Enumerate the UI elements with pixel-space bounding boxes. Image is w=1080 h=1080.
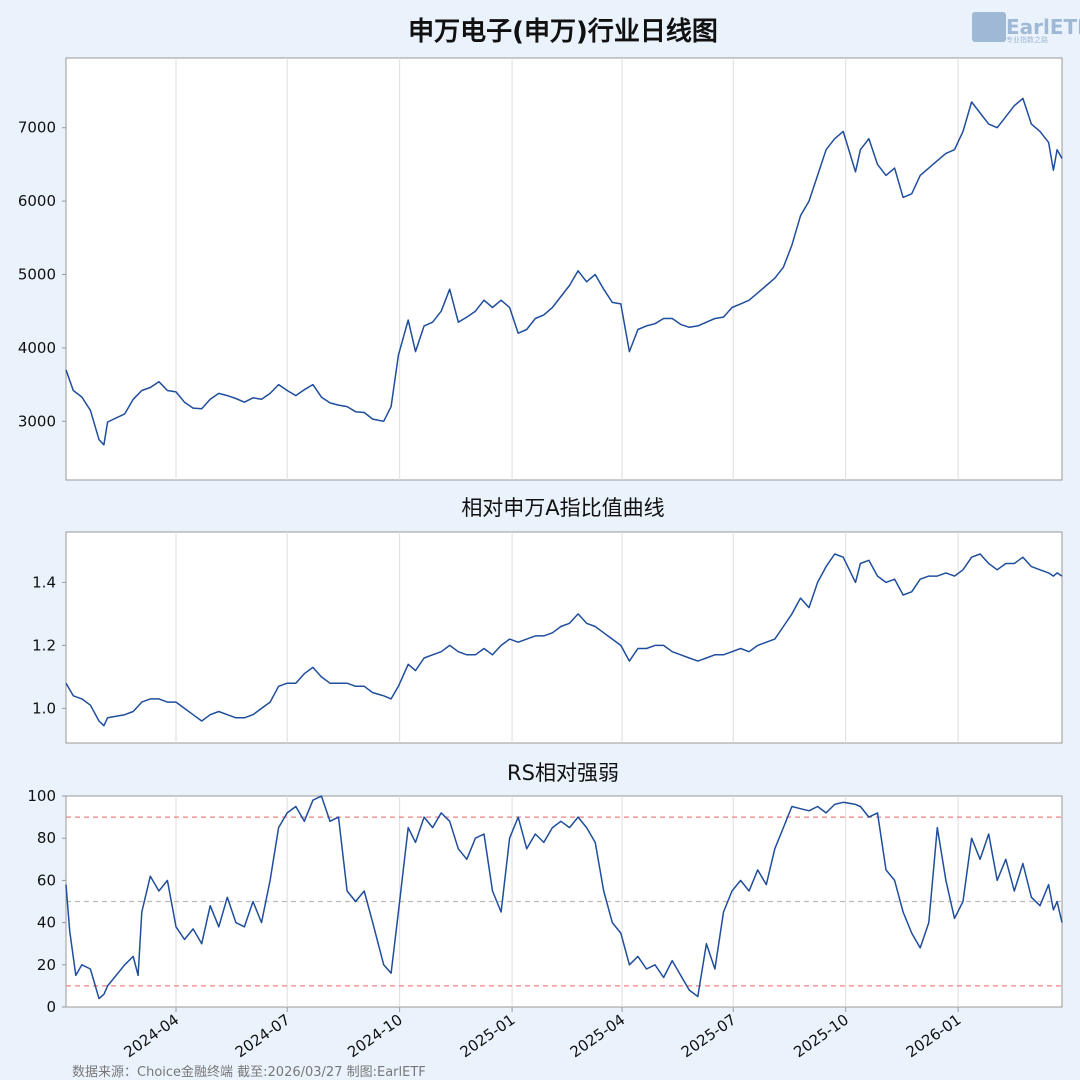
logo-text: EarlETF [1006, 15, 1080, 39]
y-tick-label: 1.0 [32, 699, 56, 717]
y-tick-label: 0 [46, 998, 56, 1016]
series-line [65, 553, 1063, 727]
y-tick-label: 100 [27, 787, 56, 805]
logo: EarlETF 专业指数之路 [972, 12, 1080, 44]
y-tick-label: 3000 [18, 412, 56, 430]
y-tick-label: 20 [37, 956, 56, 974]
panel-ratio: 1.0 1.2 1.4 [32, 531, 1063, 744]
y-tick-label: 1.4 [32, 573, 56, 591]
y-tick-label: 6000 [18, 192, 56, 210]
x-axis: 2024-04 2024-07 2024-10 2025-01 2025-04 2025-… [121, 1007, 965, 1062]
series-line [65, 795, 1063, 1000]
x-tick-label: 2024-10 [344, 1011, 406, 1062]
panel-rs: 0 20 40 60 80 100 [27, 787, 1063, 1016]
y-tick-label: 60 [37, 871, 56, 889]
x-tick-label: 2024-07 [232, 1011, 294, 1062]
y-tick-label: 40 [37, 914, 56, 932]
plot-area [65, 57, 1063, 481]
x-tick-label: 2025-04 [567, 1011, 629, 1062]
x-tick-label: 2024-04 [121, 1011, 183, 1062]
y-tick-label: 1.2 [32, 636, 56, 654]
ratio-panel-title: 相对申万A指比值曲线 [461, 496, 664, 520]
y-tick-label: 4000 [18, 339, 56, 357]
series-line [65, 97, 1063, 446]
logo-mark-icon [972, 12, 1006, 42]
x-tick-label: 2025-01 [457, 1011, 519, 1062]
x-tick-label: 2025-10 [790, 1011, 852, 1062]
y-tick-label: 80 [37, 829, 56, 847]
x-tick-label: 2025-07 [678, 1011, 740, 1062]
y-tick-label: 5000 [18, 266, 56, 284]
panel-price: 3000 4000 5000 6000 7000 [18, 57, 1063, 481]
rs-panel-title: RS相对强弱 [507, 761, 619, 785]
plot-area [65, 531, 1063, 744]
y-tick-label: 7000 [18, 119, 56, 137]
logo-subtitle: 专业指数之路 [1006, 35, 1048, 44]
x-tick-label: 2026-01 [903, 1011, 965, 1062]
source-note: 数据来源：Choice金融终端 截至:2026/03/27 制图:EarlETF [72, 1064, 426, 1080]
chart-title: 申万电子(申万)行业日线图 [408, 16, 718, 47]
